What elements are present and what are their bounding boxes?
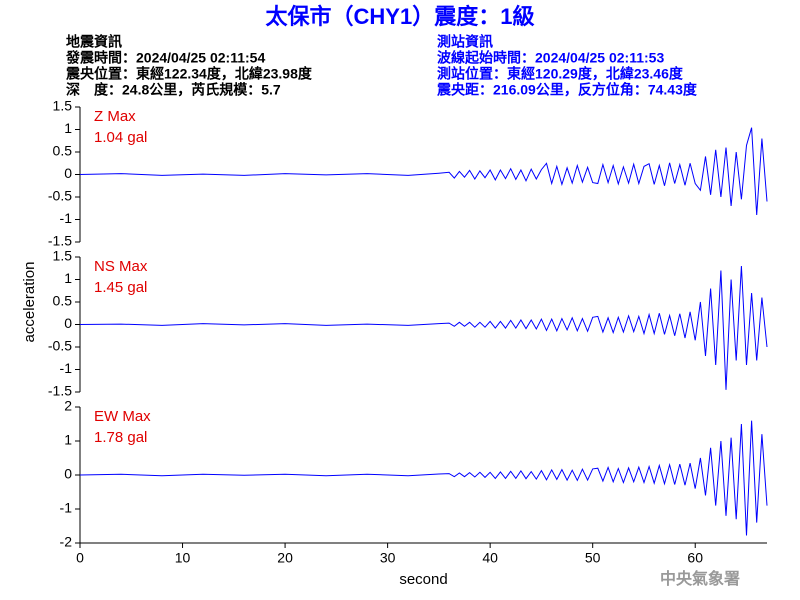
x-tick-label: 40 (482, 550, 498, 566)
station-info: 測站位置：東經120.29度，北緯23.46度 (437, 66, 684, 82)
component-label: EW Max (94, 408, 151, 425)
max-label: 1.04 gal (94, 129, 147, 146)
title: 太保市（CHY1）震度：1級 (266, 4, 535, 29)
y-tick-label: -1.5 (48, 383, 72, 399)
station-info: 波線起始時間：2024/04/25 02:11:53 (437, 50, 664, 66)
x-tick-label: 10 (175, 550, 191, 566)
y-tick-label: -0.5 (48, 188, 72, 204)
waveform (79, 127, 768, 216)
y-tick-label: 1.5 (53, 98, 73, 114)
component-label: Z Max (94, 108, 136, 125)
x-tick-label: 60 (687, 550, 703, 566)
event-info: 深 度：24.8公里，芮氏規模：5.7 (66, 82, 281, 98)
x-tick-label: 20 (277, 550, 293, 566)
y-tick-label: 0 (64, 315, 72, 331)
max-label: 1.78 gal (94, 429, 147, 446)
y-tick-label: 2 (64, 398, 72, 414)
waveform (79, 265, 768, 390)
x-tick-label: 0 (76, 550, 84, 566)
x-axis-label: second (399, 571, 447, 588)
y-tick-label: -1 (60, 500, 73, 516)
station-info: 震央距：216.09公里，反方位角：74.43度 (436, 82, 698, 98)
y-axis-label: acceleration (21, 262, 38, 343)
y-tick-label: -2 (60, 534, 73, 550)
y-tick-label: -1.5 (48, 233, 72, 249)
y-tick-label: 1 (64, 120, 72, 136)
component-label: NS Max (94, 258, 148, 275)
event-info: 地震資訊 (66, 34, 122, 50)
y-tick-label: -1 (60, 360, 73, 376)
waveform (79, 420, 768, 536)
event-info: 發震時間：2024/04/25 02:11:54 (65, 50, 265, 66)
footer: 中央氣象署 (660, 569, 740, 588)
y-tick-label: -1 (60, 210, 73, 226)
y-tick-label: -0.5 (48, 338, 72, 354)
y-tick-label: 0 (64, 165, 72, 181)
y-tick-label: 1.5 (53, 248, 73, 264)
y-tick-label: 0.5 (53, 143, 73, 159)
x-tick-label: 50 (585, 550, 601, 566)
max-label: 1.45 gal (94, 279, 147, 296)
y-tick-label: 1 (64, 432, 72, 448)
event-info: 震央位置：東經122.34度，北緯23.98度 (65, 66, 313, 82)
y-tick-label: 1 (64, 270, 72, 286)
y-tick-label: 0.5 (53, 293, 73, 309)
station-info: 測站資訊 (437, 34, 493, 50)
y-tick-label: 0 (64, 466, 72, 482)
x-tick-label: 30 (380, 550, 396, 566)
